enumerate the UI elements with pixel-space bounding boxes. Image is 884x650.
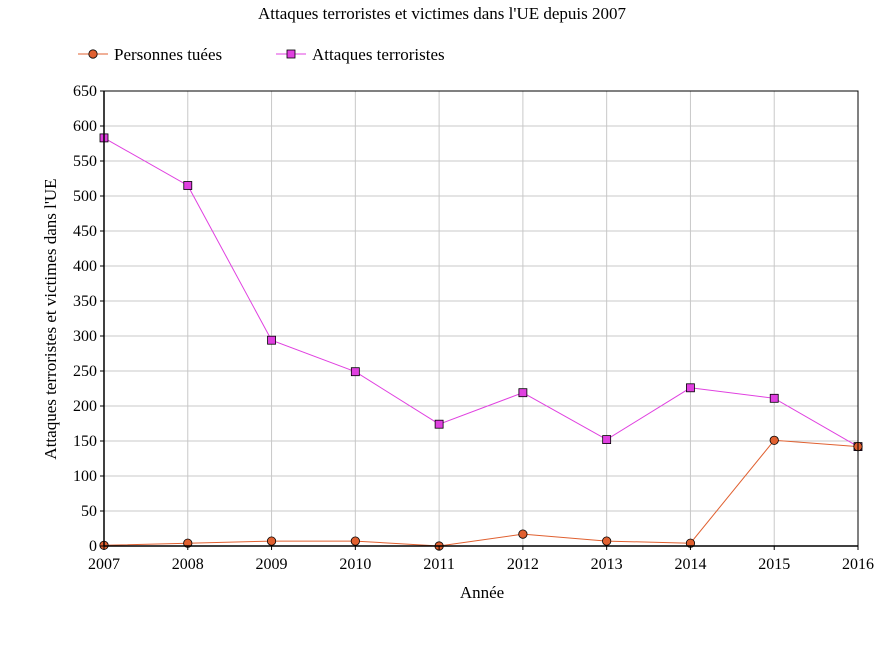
y-tick-label: 600 [73,118,97,135]
y-tick-label: 200 [73,398,97,415]
data-point-attacks [518,388,528,398]
y-tick-label: 50 [81,503,97,520]
y-tick-label: 550 [73,153,97,170]
data-point-killed [266,536,277,546]
legend-marker-killed [88,49,98,59]
y-tick-label: 650 [73,83,97,100]
data-point-killed [602,536,612,546]
x-tick-label: 2011 [423,556,454,573]
x-tick-label: 2012 [507,556,539,573]
data-point-killed [769,435,779,445]
y-tick-label: 500 [73,188,97,205]
x-tick-label: 2015 [758,556,790,573]
y-tick-label: 350 [73,293,97,310]
data-point-attacks [350,367,360,377]
x-tick-label: 2007 [88,556,120,573]
series-line-attacks [103,137,859,448]
legend-label-attacks: Attaques terroristes [312,45,445,64]
chart-title: Attaques terroristes et victimes dans l'… [258,4,627,23]
y-tick-label: 100 [73,468,97,485]
legend-label-killed: Personnes tuées [114,45,222,64]
data-point-attacks [267,335,276,345]
data-point-killed [518,529,528,539]
y-tick-label: 150 [73,433,97,450]
plot-area [104,91,858,546]
y-tick-label: 300 [73,328,97,345]
x-tick-label: 2016 [842,556,874,573]
grid [103,90,859,547]
x-tick-label: 2010 [339,556,371,573]
y-tick-label: 250 [73,363,97,380]
axes: 0 50 100 150 200 250 300 350 400 450 500 550 600 650 2… [73,83,874,573]
y-tick-label: 400 [73,258,97,275]
x-tick-label: 2014 [674,556,706,573]
x-tick-label: 2008 [172,556,204,573]
data-point-attacks [686,383,695,393]
y-axis-label: Attaques terroristes et victimes dans l'… [41,178,60,459]
data-point-attacks [769,393,779,403]
legend-marker-attacks [286,49,296,59]
y-tick-label: 0 [89,538,97,555]
x-tick-label: 2013 [591,556,623,573]
data-point-attacks [183,181,193,190]
data-point-killed [350,536,360,546]
data-point-attacks [434,419,444,429]
x-tick-label: 2009 [256,556,288,573]
y-tick-label: 450 [73,223,97,240]
series-line-killed [103,439,859,547]
x-axis-label: Année [460,583,504,602]
data-point-attacks [602,435,612,445]
legend: Personnes tuées Attaques terroristes [78,45,445,64]
